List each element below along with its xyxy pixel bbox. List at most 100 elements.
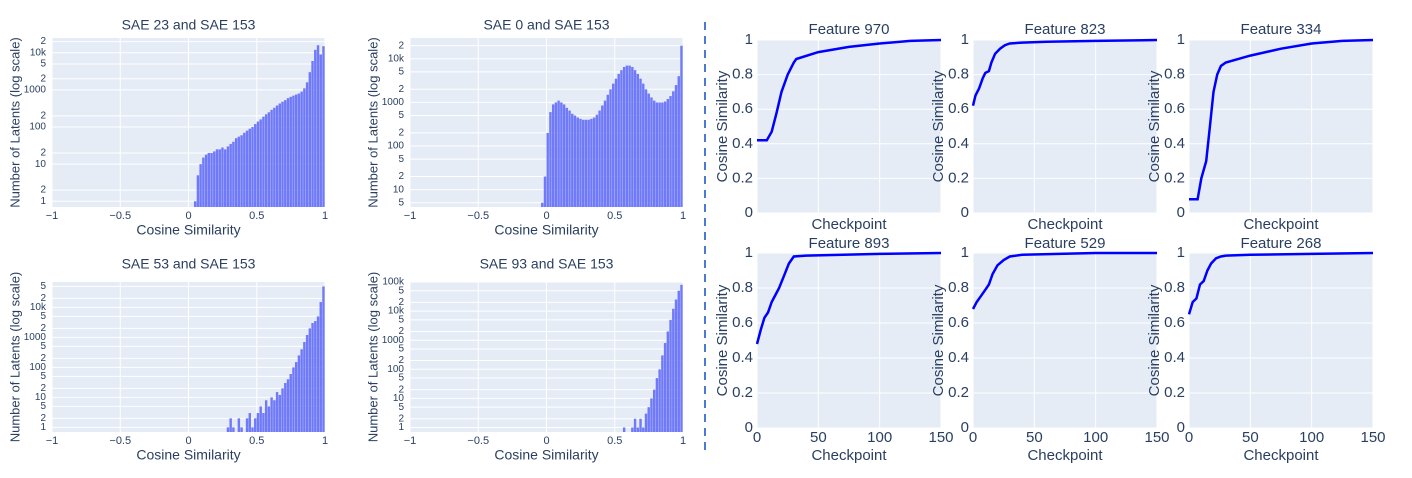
y-tick-label: 5 xyxy=(398,314,404,325)
bar xyxy=(237,136,241,207)
x-tick-label: 50 xyxy=(1242,429,1259,446)
bar xyxy=(614,78,618,208)
y-axis-title: Cosine Similarity xyxy=(930,284,947,396)
y-tick-label: 100 xyxy=(387,141,404,152)
bar xyxy=(612,83,615,207)
bar xyxy=(281,101,284,207)
bar xyxy=(273,107,276,207)
bar xyxy=(560,102,563,207)
bar xyxy=(270,397,273,432)
y-tick-label: 5 xyxy=(398,344,404,355)
x-axis-title: Checkpoint xyxy=(811,447,887,464)
panel: 0 0.2 0.4 0.6 0.8 1 0 50 100 150 Feature 529 Checkp… xyxy=(930,235,1170,464)
bar xyxy=(240,135,243,207)
bar xyxy=(256,121,260,207)
bar xyxy=(251,127,254,207)
y-tick-label: 0.8 xyxy=(948,279,969,296)
bar xyxy=(647,93,650,207)
bar xyxy=(319,54,322,207)
bar xyxy=(223,149,227,207)
bar xyxy=(314,49,317,208)
bar xyxy=(273,400,276,432)
bar xyxy=(221,147,224,207)
y-tick-label: 5 xyxy=(40,401,46,412)
bar xyxy=(551,104,555,207)
y-tick-label: 2 xyxy=(398,40,404,51)
bar xyxy=(642,427,645,432)
bar xyxy=(226,146,230,207)
line xyxy=(971,251,1157,310)
x-tick-label: −0.5 xyxy=(109,210,131,222)
y-tick-label: 1000 xyxy=(24,85,47,96)
bar xyxy=(284,383,287,432)
y-tick-label: 0.2 xyxy=(948,384,969,401)
bar xyxy=(581,119,585,207)
y-tick-label: 2 xyxy=(40,353,46,364)
y-tick-label: 5 xyxy=(398,67,404,78)
bar xyxy=(316,316,320,432)
x-tick-label: 1 xyxy=(322,210,328,222)
bar xyxy=(554,102,558,207)
bar xyxy=(316,45,320,207)
bar xyxy=(297,355,301,432)
bar xyxy=(207,152,211,207)
bar xyxy=(267,406,271,432)
y-tick-label: 5 xyxy=(398,373,404,384)
bar xyxy=(303,88,306,207)
y-tick-label: 0 xyxy=(961,419,969,436)
y-tick-label: 2 xyxy=(398,171,404,182)
y-tick-label: 2 xyxy=(398,297,404,308)
panel: 0 0.2 0.4 0.6 0.8 1 Feature 970 Checkpoint Cosin… xyxy=(714,21,942,233)
y-tick-label: 100 xyxy=(29,122,46,133)
x-tick-label: 0 xyxy=(185,210,191,222)
bar xyxy=(275,392,279,432)
bar xyxy=(541,202,544,207)
bar xyxy=(636,427,640,432)
bar xyxy=(622,427,626,432)
bar xyxy=(294,362,298,432)
y-tick-label: 2 xyxy=(398,413,404,424)
y-tick-label: 0.2 xyxy=(732,384,753,401)
x-axis-title: Checkpoint xyxy=(811,216,887,233)
y-tick-label: 2 xyxy=(40,185,46,196)
bar xyxy=(661,102,664,207)
y-tick-label: 5 xyxy=(40,281,46,292)
bar xyxy=(199,164,202,207)
bar xyxy=(655,102,659,207)
bar xyxy=(625,65,629,207)
x-tick-label: 1 xyxy=(680,210,686,222)
bar xyxy=(549,112,552,207)
bar xyxy=(204,154,208,207)
y-tick-label: 0.6 xyxy=(732,100,753,117)
x-tick-label: 100 xyxy=(1083,429,1108,446)
x-tick-label: 0 xyxy=(753,429,761,446)
bar xyxy=(305,334,309,432)
y-tick-label: 2 xyxy=(40,73,46,84)
bar xyxy=(639,78,642,208)
bar xyxy=(669,319,672,432)
bar xyxy=(571,113,574,207)
y-axis-title: Cosine Similarity xyxy=(714,284,731,396)
bar xyxy=(658,102,661,207)
bar xyxy=(562,104,566,207)
bar xyxy=(590,118,593,207)
bar xyxy=(262,413,265,432)
y-tick-label: 1 xyxy=(961,31,969,48)
bar xyxy=(232,427,235,432)
y-tick-label: 0.8 xyxy=(732,279,753,296)
chart-title: Feature 268 xyxy=(1241,235,1322,252)
y-tick-label: 2 xyxy=(398,84,404,95)
bar xyxy=(680,45,683,207)
x-tick-label: −1 xyxy=(46,435,59,447)
y-axis-title: Cosine Similarity xyxy=(714,70,731,182)
bar xyxy=(592,117,596,207)
bar xyxy=(229,143,232,207)
bar xyxy=(245,418,249,432)
bar xyxy=(254,124,257,207)
bar xyxy=(669,96,672,207)
bar xyxy=(286,98,290,207)
y-tick-label: 0.4 xyxy=(948,349,969,366)
y-axis-title: Number of Latents (log scale) xyxy=(365,272,380,443)
x-tick-label: 0 xyxy=(185,435,191,447)
